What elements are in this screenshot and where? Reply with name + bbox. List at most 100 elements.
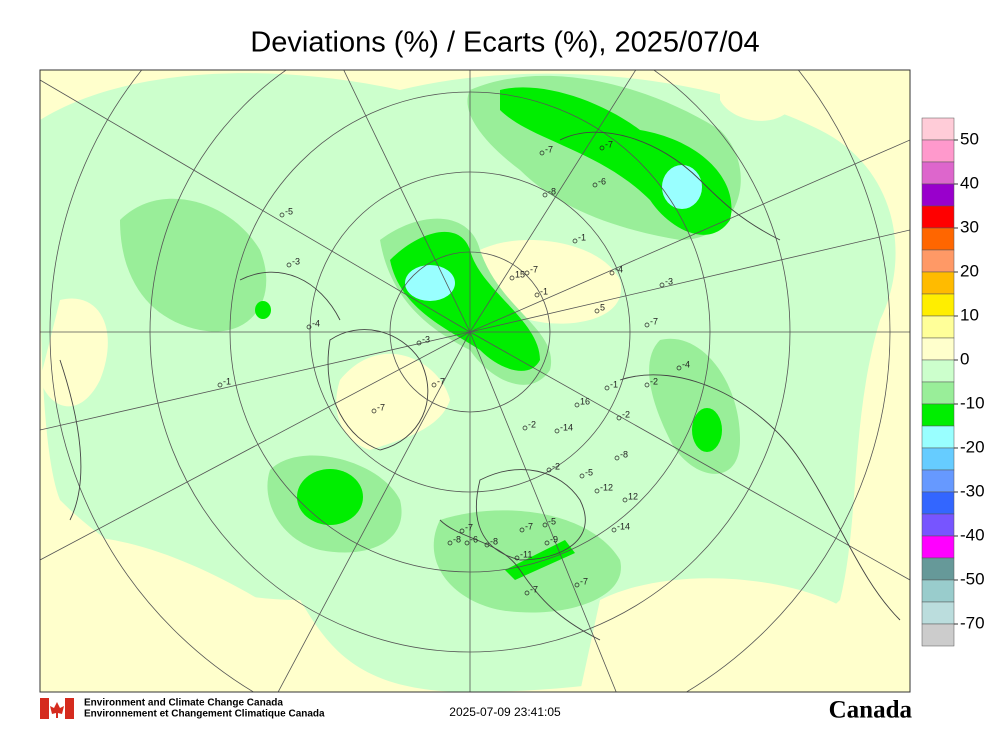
station-label: -8 [453,534,461,544]
station-label: -3 [665,276,673,286]
station-label: -6 [470,534,478,544]
station-dot [522,425,528,431]
legend-label: -30 [960,481,985,500]
legend-swatch [921,469,955,493]
station-label: -4 [615,264,623,274]
station-dot [484,542,490,548]
station-label: -8 [490,536,498,546]
map [40,70,910,692]
station-label: -8 [620,449,628,459]
station-label: -6 [598,176,606,186]
station-dot [614,455,620,461]
legend-swatch [921,579,955,603]
legend-swatch [921,601,955,625]
legend-swatch [921,557,955,581]
station-label: -3 [422,334,430,344]
station-label: 15 [515,269,525,279]
station-label: -11 [520,549,532,559]
station-dot [592,182,598,188]
station-dot [279,212,285,218]
map-frame [39,69,911,693]
station-dot [622,497,628,503]
station-label: 12 [628,491,638,501]
station-dot [509,275,515,281]
station-dot [371,408,377,414]
legend-swatch [921,337,955,361]
station-label: -5 [285,206,293,216]
legend-swatch [921,139,955,163]
station-dot [616,415,622,421]
station-label: -8 [548,186,556,196]
station-label: -7 [530,584,538,594]
station-dot [464,540,470,546]
wordmark: Canada [829,697,913,724]
station-label: -7 [377,402,385,412]
legend-swatch [921,535,955,559]
station-label: -7 [650,316,658,326]
legend-label: 0 [960,349,969,368]
station-dot [546,467,552,473]
station-dot [416,340,422,346]
legend-label: 40 [960,173,979,192]
legend-swatch [921,513,955,537]
station-label: -7 [605,139,613,149]
station-dot [514,555,520,561]
station-label: -7 [530,264,538,274]
station-labels: -7 -7 -8 -6 -5 -3 -1 -4 -7 -3 5 -7 -1 15 12 -4 -3 -7 -4 -1 -… [217,139,690,596]
station-label: -14 [560,422,573,432]
station-dot [431,382,437,388]
station-label: -1 [578,232,586,242]
station-dot [609,270,615,276]
legend-swatch [921,249,955,273]
station-label: -2 [528,419,536,429]
legend-swatch [921,293,955,317]
station-dot [519,527,525,533]
legend-swatch [921,403,955,427]
legend-label: -70 [960,613,985,632]
legend-swatch [921,227,955,251]
legend-swatch [921,447,955,471]
title: Deviations (%) / Ecarts (%), 2025/07/04 [250,27,759,59]
timestamp: 2025-07-09 23:41:05 [449,705,561,719]
station-label: -7 [545,144,553,154]
legend-label: -40 [960,525,985,544]
station-label: -7 [525,521,533,531]
station-label: -12 [600,482,613,492]
station-dot [539,150,545,156]
station-dot [594,308,600,314]
legend-swatch [921,117,955,141]
station-dot [644,382,650,388]
station-label: -14 [617,521,630,531]
legend-swatch [921,271,955,295]
station-label: -5 [548,516,556,526]
station-label: -2 [650,376,658,386]
station-label: -7 [437,376,445,386]
legend-label: 20 [960,261,979,280]
legend-label: 10 [960,305,979,324]
agency-en: Environment and Climate Change Canada [84,698,283,709]
station-dot [286,262,292,268]
station-dot [542,192,548,198]
agency-fr: Environnement et Changement Climatique C… [84,709,325,720]
legend-label: 30 [960,217,979,236]
legend-label: -50 [960,569,985,588]
station-label: -5 [585,467,593,477]
station-label: -1 [610,379,618,389]
legend-swatch [921,205,955,229]
station-label: -2 [552,461,560,471]
footer: Environment and Climate Change Canada En… [40,697,912,724]
station-dot [217,382,223,388]
legend-label: -20 [960,437,985,456]
station-dot [604,385,610,391]
station-label: -7 [465,522,473,532]
legend-swatch [921,623,955,647]
station-label: -1 [223,376,231,386]
legend-swatch [921,381,955,405]
legend-label: 50 [960,129,979,148]
station-dot [676,365,682,371]
station-dot [447,540,453,546]
station-dot [574,402,580,408]
station-dot [572,238,578,244]
station-dot [574,582,580,588]
